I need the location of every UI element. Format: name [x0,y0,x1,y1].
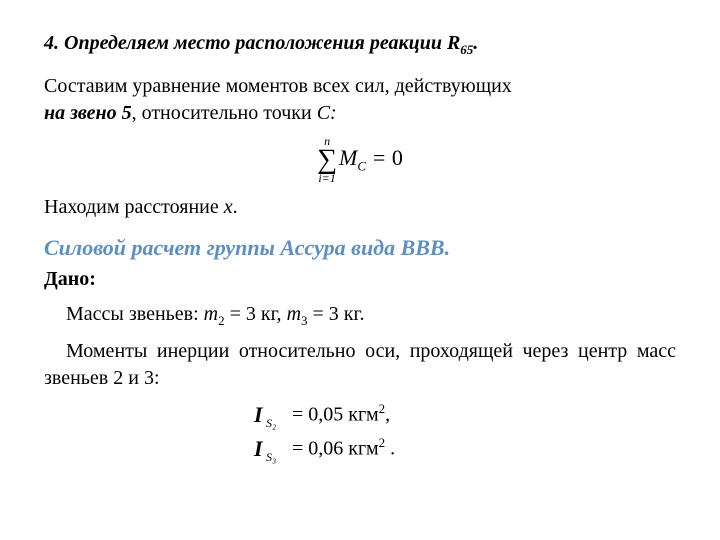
inertia1-value: = 0,05 кгм2, [292,400,390,429]
inertia1-eq: = [292,404,308,426]
para1-line1: Составим уравнение моментов всех сил, де… [44,75,512,97]
inertia1-tail: , [385,404,390,426]
masses-pre: Массы звеньев: [66,303,204,325]
m2-sym: m [287,303,301,325]
heading-prefix: 4. Определяем место расположения реакции… [44,32,460,54]
m1-tail: = 3 кг, [225,303,287,325]
inertia2-value: = 0,06 кгм2 . [292,434,395,463]
section-heading: 4. Определяем место расположения реакции… [44,30,676,59]
sigma-lower: i=1 [318,172,335,184]
para2-pre: Находим расстояние [44,196,224,218]
given-label: Дано: [44,266,676,293]
page-root: 4. Определяем место расположения реакции… [0,0,720,495]
para1-tail: , относительно точки [132,102,317,124]
heading-sub: 65 [460,42,473,57]
para2-x: x [224,196,233,218]
equation-main: MC = 0 [339,143,403,175]
inertia2-val: 0,06 кгм [308,438,378,460]
subtitle-assur: Силовой расчет группы Ассура вида ВВВ. [44,233,676,263]
equation-M: M [339,145,357,170]
sigma-block: n ∑ i=1 [317,135,337,184]
m2-tail: = 3 кг. [308,303,365,325]
heading-suffix: . [473,32,478,54]
inertia2-I: I [254,436,263,461]
paragraph-moments: Составим уравнение моментов всех сил, де… [44,73,676,127]
inertia1-sub: S₂ [266,415,276,431]
equation-zero: 0 [392,145,403,170]
given-text: Дано: [44,268,96,290]
inertia1-symbol: I S₂ [254,400,284,430]
paragraph-distance: Находим расстояние x. [44,194,676,221]
inertia-row-1: I S₂ = 0,05 кгм2, [44,400,676,430]
masses-line: Массы звеньев: m2 = 3 кг, m3 = 3 кг. [44,301,676,330]
inertia2-tail: . [385,438,395,460]
inertia1-val: 0,05 кгм [308,404,378,426]
inertia2-symbol: I S₃ [254,434,284,464]
para1-emph: на звено 5 [44,102,132,124]
equation-sum-moments: n ∑ i=1 MC = 0 [44,135,676,184]
sigma-symbol: ∑ [317,147,337,172]
inertia2-sub: S₃ [266,449,276,465]
inertia-row-2: I S₃ = 0,06 кгм2 . [44,434,676,464]
inertia1-I: I [254,402,263,427]
equation-eq: = [366,145,392,170]
equation-Msub: C [357,159,366,174]
inertia2-eq: = [292,438,308,460]
para1-point: С: [317,102,337,124]
inertia-intro: Моменты инерции относительно оси, проход… [44,338,676,392]
m1-sym: m [204,303,218,325]
para2-post: . [233,196,238,218]
